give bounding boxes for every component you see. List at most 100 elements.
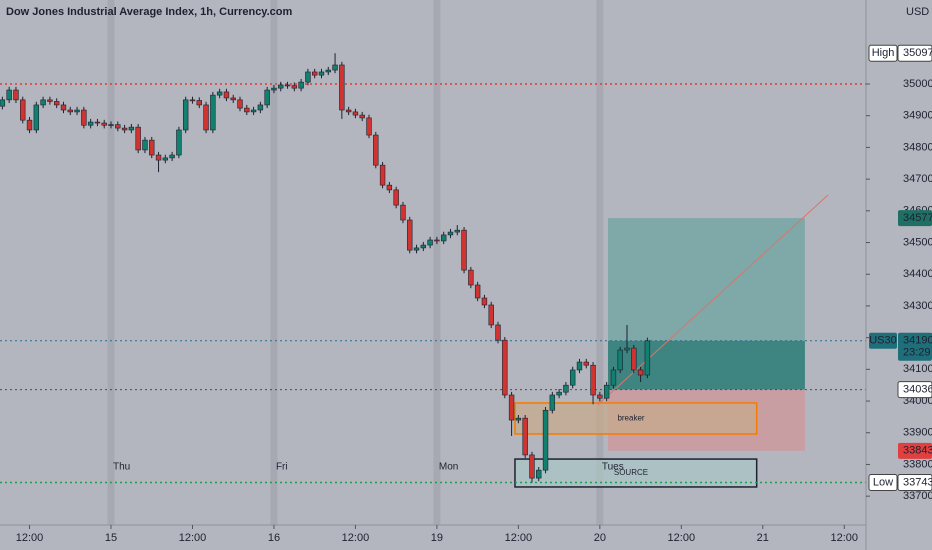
price-tag-value: 33743: [903, 476, 932, 488]
candle-body: [305, 71, 311, 83]
candle-body: [637, 369, 644, 376]
session-band: [596, 0, 604, 525]
candle-body: [271, 87, 277, 91]
y-tick-label: 33800: [903, 458, 932, 470]
candle-body: [210, 94, 216, 131]
candle-body: [169, 154, 175, 159]
candle-body: [40, 99, 46, 106]
price-tag-label: High: [872, 47, 895, 59]
candle-body: [244, 107, 250, 113]
candle-body: [400, 204, 406, 221]
candle-body: [257, 104, 264, 111]
candle-body: [6, 89, 12, 101]
candle-body: [563, 384, 569, 393]
x-tick-label: 12:00: [342, 532, 370, 544]
price-tag-label-box: [868, 44, 898, 62]
candle-body: [495, 324, 501, 341]
candle-body: [149, 139, 155, 156]
candle-body: [603, 384, 610, 399]
candle-body: [142, 139, 148, 151]
zone-label: SOURCE: [614, 468, 648, 477]
candle-body: [47, 99, 53, 102]
price-tag-value: 34036: [903, 384, 932, 396]
candle-body: [74, 109, 80, 113]
candle-body: [454, 229, 460, 233]
candle-body: [556, 391, 562, 396]
candle-body: [407, 219, 413, 251]
candle-body: [549, 394, 556, 411]
candle-body: [386, 184, 393, 191]
y-tick-label: 34400: [903, 268, 932, 280]
price-tag-label-box: [868, 474, 898, 492]
open-pnl-zone: [607, 340, 805, 390]
candle-body: [53, 101, 60, 106]
candle-body: [0, 99, 6, 107]
candle-body: [81, 109, 87, 126]
candle-body: [33, 104, 40, 131]
candle-body: [393, 189, 399, 206]
candle-body: [216, 91, 223, 96]
zone-box: [514, 402, 758, 435]
candle-body: [617, 349, 623, 371]
candle-body: [250, 109, 257, 113]
candle-body: [196, 100, 202, 106]
y-tick-label: 33700: [903, 490, 932, 502]
y-tick-label: 34300: [903, 300, 932, 312]
session-label: Tues: [602, 462, 624, 473]
candle-body: [318, 71, 325, 76]
price-tag-value: 33843: [903, 445, 932, 457]
candle-body: [203, 104, 209, 131]
candle-body: [515, 417, 522, 421]
session-band: [107, 0, 115, 525]
price-tag-value: 34577: [903, 212, 932, 224]
candle-body: [230, 97, 236, 101]
candle-body: [583, 361, 589, 366]
candle-body: [237, 99, 243, 109]
candle-body: [284, 84, 291, 87]
candle-body: [440, 234, 447, 242]
candle-body: [162, 157, 169, 161]
candle-body: [26, 119, 33, 131]
candle-body: [508, 394, 515, 421]
candle-body: [67, 109, 73, 113]
candle-body: [522, 417, 528, 456]
candle-body: [278, 84, 284, 89]
zone-label: breaker: [617, 414, 644, 423]
session-label: Thu: [113, 462, 130, 473]
candle-body: [590, 364, 596, 396]
price-tag-label: Low: [873, 476, 893, 488]
candle-body: [60, 104, 67, 111]
candle-body: [189, 99, 196, 102]
candle-body: [536, 469, 542, 479]
candle-body: [373, 134, 379, 166]
price-tag: [898, 332, 932, 361]
candle-body: [20, 99, 26, 121]
candle-body: [542, 409, 549, 471]
y-tick-label: 34700: [903, 173, 932, 185]
session-band: [433, 0, 441, 525]
price-tag-value: 34190: [903, 335, 932, 347]
x-tick-label: 12:00: [831, 532, 859, 544]
candle-body: [101, 122, 107, 126]
candle-body: [502, 339, 508, 396]
candle-body: [87, 121, 94, 126]
candle-body: [345, 109, 352, 113]
y-tick-label: 33900: [903, 427, 932, 439]
x-tick-label: 12:00: [179, 532, 207, 544]
candle-body: [644, 340, 651, 376]
candle-body: [94, 121, 101, 124]
candle-body: [434, 239, 440, 242]
candle-body: [176, 129, 182, 156]
candle-body: [121, 127, 128, 131]
candle-body: [115, 124, 121, 129]
session-label: Mon: [439, 462, 458, 473]
candle-body: [332, 64, 338, 71]
currency: USD: [906, 6, 929, 18]
price-tag: [897, 44, 932, 62]
candle-body: [576, 361, 583, 371]
candle-body: [155, 154, 162, 161]
candle-body: [366, 117, 372, 136]
candle-body: [461, 229, 467, 271]
session-label: Fri: [276, 462, 288, 473]
candle-body: [379, 164, 386, 186]
